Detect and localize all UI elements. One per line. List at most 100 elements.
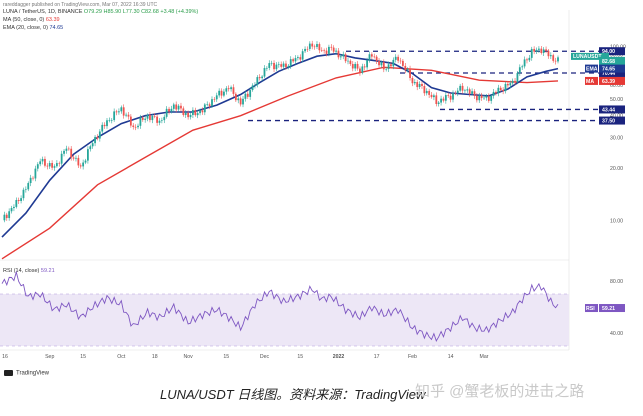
- candle-body: [518, 67, 521, 74]
- candle-body: [184, 112, 187, 116]
- ema-legend-label: EMA (20, close, 0): [3, 25, 48, 31]
- price-tick-label: 60.00: [610, 83, 623, 89]
- candle-body: [5, 214, 8, 219]
- candle-body: [442, 98, 445, 101]
- ma-tag-label: MA: [586, 79, 594, 85]
- level-tag: [599, 116, 625, 125]
- candle-body: [454, 93, 457, 94]
- candle-body: [316, 44, 318, 47]
- candle-body: [129, 116, 132, 126]
- candle-body: [13, 206, 15, 209]
- candle-body: [373, 56, 376, 58]
- candle-body: [282, 63, 285, 67]
- candle-body: [196, 113, 199, 116]
- candle-body: [306, 48, 309, 50]
- candle-body: [433, 95, 435, 98]
- candle-body: [535, 49, 538, 52]
- ema-tag: [585, 64, 598, 73]
- candle-body: [27, 183, 30, 190]
- candle-body: [237, 98, 240, 101]
- rsi-band: [0, 294, 569, 346]
- candle-body: [91, 143, 94, 147]
- candle-body: [36, 164, 39, 169]
- rsi-value-tag: 59.21: [602, 306, 615, 312]
- candle-body: [502, 90, 505, 92]
- watermark: 知乎 @蟹老板的进击之路: [415, 383, 585, 400]
- level-tag: [599, 47, 625, 56]
- candle-body: [189, 114, 192, 118]
- candle-body: [397, 56, 400, 61]
- candle-body: [406, 68, 409, 71]
- candle-body: [452, 93, 454, 100]
- candle-body: [29, 177, 32, 184]
- candle-body: [201, 110, 204, 113]
- ma-tag-value-box: [599, 76, 625, 85]
- candle-body: [514, 80, 516, 83]
- candle-body: [289, 59, 292, 66]
- candle-body: [480, 95, 483, 98]
- candle-body: [55, 163, 58, 167]
- candle-body: [168, 108, 170, 112]
- candle-body: [552, 55, 555, 61]
- candle-body: [273, 62, 275, 70]
- candle-body: [287, 65, 290, 68]
- candle-body: [141, 117, 144, 120]
- candle-body: [504, 83, 507, 92]
- candle-body: [444, 95, 447, 101]
- candle-body: [483, 97, 485, 99]
- candle-body: [473, 91, 476, 96]
- x-tick-label: 16: [2, 354, 8, 360]
- x-tick-label: Oct: [117, 354, 126, 360]
- candle-body: [165, 108, 168, 117]
- candle-body: [144, 118, 147, 120]
- candle-body: [526, 59, 528, 61]
- candle-body: [447, 95, 450, 96]
- price-tick-label: 90.00: [610, 52, 623, 58]
- ema-tag-label: EMA: [586, 67, 598, 73]
- ma-legend-value: 63.39: [45, 17, 60, 23]
- candle-body: [497, 87, 500, 94]
- price-tag: [571, 52, 609, 60]
- candle-body: [542, 49, 545, 53]
- candle-body: [390, 64, 392, 67]
- candle-body: [411, 77, 414, 84]
- candle-body: [413, 82, 416, 84]
- candle-body: [533, 48, 536, 52]
- candle-body: [220, 90, 223, 96]
- candle-body: [387, 64, 390, 69]
- level-tag-label: 70.44: [602, 71, 615, 77]
- candle-body: [318, 44, 321, 51]
- candle-body: [254, 84, 256, 86]
- candle-body: [428, 90, 431, 95]
- candle-body: [313, 46, 316, 48]
- candle-body: [249, 90, 252, 97]
- candle-body: [323, 50, 326, 51]
- ma-tag: [585, 76, 598, 85]
- candle-body: [423, 85, 426, 94]
- candle-body: [258, 77, 261, 79]
- candle-body: [256, 77, 259, 85]
- ema20-line: [1, 52, 559, 238]
- candle-body: [385, 68, 388, 70]
- candle-body: [187, 112, 190, 118]
- candle-body: [516, 73, 519, 83]
- candle-body: [115, 111, 118, 113]
- candle-body: [492, 91, 495, 96]
- candle-body: [46, 165, 49, 167]
- candle-body: [175, 104, 178, 110]
- candle-body: [378, 60, 380, 66]
- candle-body: [304, 48, 306, 52]
- rsi-tag-label: RSI: [586, 306, 595, 312]
- candle-body: [153, 116, 156, 117]
- candle-body: [354, 63, 357, 69]
- candle-body: [132, 125, 135, 127]
- candle-body: [332, 47, 335, 52]
- candle-body: [461, 85, 464, 91]
- candle-body: [120, 107, 123, 112]
- candle-body: [557, 57, 559, 62]
- candle-body: [160, 120, 163, 121]
- x-tick-label: 15: [297, 354, 303, 360]
- x-tick-label: 15: [223, 354, 229, 360]
- candle-body: [366, 60, 368, 68]
- candle-body: [251, 85, 254, 91]
